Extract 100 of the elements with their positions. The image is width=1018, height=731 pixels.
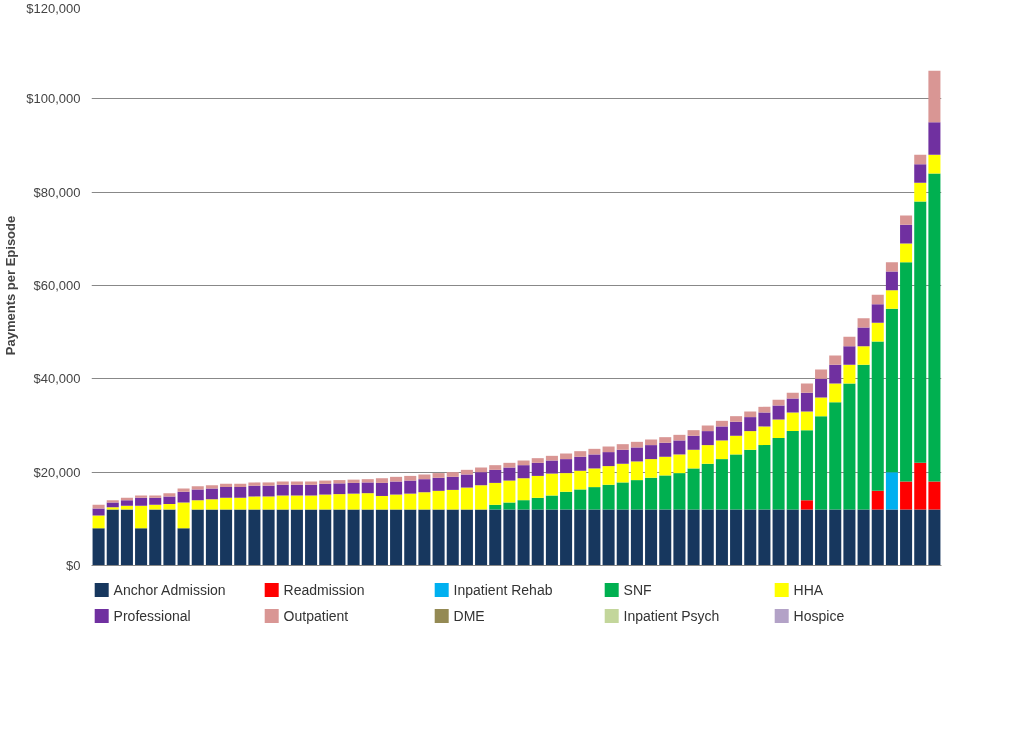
bar — [290, 481, 303, 485]
bar — [815, 509, 828, 566]
bar — [92, 508, 105, 516]
bar — [390, 476, 403, 482]
bar — [815, 416, 828, 510]
bar — [333, 483, 346, 495]
bar — [800, 509, 813, 566]
bar — [432, 490, 445, 510]
bar — [305, 509, 318, 566]
bar — [290, 509, 303, 566]
bar — [418, 492, 431, 510]
y-tick-label: $80,000 — [33, 184, 81, 200]
bar — [106, 507, 119, 510]
bar — [120, 505, 133, 510]
bar — [177, 488, 190, 492]
bar — [163, 509, 176, 566]
bar — [744, 411, 757, 418]
bar — [843, 346, 856, 365]
bar — [900, 509, 913, 566]
bar — [305, 495, 318, 510]
bar — [730, 421, 743, 436]
bar — [531, 475, 544, 498]
y-tick-label: $0 — [66, 558, 81, 573]
bar — [871, 304, 884, 323]
bar — [418, 479, 431, 493]
legend-label: Inpatient Psych — [623, 608, 720, 625]
bar — [843, 364, 856, 384]
bar — [871, 341, 884, 491]
bar — [404, 509, 417, 566]
bar — [772, 419, 785, 439]
bar — [290, 495, 303, 510]
legend-label: Professional — [113, 608, 191, 625]
bar — [701, 509, 714, 566]
bar — [375, 478, 388, 483]
bar — [489, 482, 502, 505]
bar — [772, 399, 785, 406]
bar — [786, 398, 799, 413]
bar — [92, 504, 105, 509]
bar — [446, 472, 459, 477]
bar — [460, 509, 473, 566]
bar — [786, 392, 799, 399]
bar — [928, 122, 941, 155]
bar — [630, 480, 643, 510]
bar — [475, 485, 488, 510]
bar — [588, 487, 601, 510]
bar — [673, 434, 686, 441]
bar — [545, 455, 558, 461]
bar — [276, 509, 289, 566]
bar — [885, 509, 898, 566]
bar — [786, 509, 799, 566]
bar — [715, 426, 728, 441]
bar — [659, 475, 672, 510]
bar — [375, 482, 388, 496]
bar — [432, 473, 445, 478]
bar — [149, 504, 162, 510]
bar — [928, 154, 941, 174]
bar — [815, 397, 828, 417]
bar — [857, 327, 870, 347]
bar — [800, 411, 813, 431]
bar — [460, 469, 473, 475]
bar — [489, 465, 502, 470]
bar — [758, 412, 771, 427]
bar — [758, 426, 771, 446]
bar — [914, 154, 927, 165]
bar — [262, 509, 275, 566]
bar — [220, 483, 233, 488]
bar — [885, 262, 898, 272]
bar — [531, 509, 544, 566]
bar — [262, 496, 275, 510]
bar — [659, 437, 672, 443]
bar — [588, 448, 601, 455]
bar — [815, 369, 828, 379]
bar — [503, 462, 516, 468]
bar — [262, 485, 275, 497]
bar — [205, 485, 218, 489]
bar — [276, 481, 289, 485]
bar — [205, 488, 218, 500]
bar — [744, 509, 757, 566]
bar — [276, 495, 289, 510]
legend-label: Inpatient Rehab — [453, 582, 553, 599]
legend-label: Anchor Admission — [113, 582, 226, 599]
bar — [871, 294, 884, 305]
bar — [857, 346, 870, 365]
bar — [772, 509, 785, 566]
bar — [517, 500, 530, 510]
bar — [361, 479, 374, 483]
bar — [361, 509, 374, 566]
bar — [517, 465, 530, 479]
bar — [517, 478, 530, 501]
bar — [390, 509, 403, 566]
bar — [375, 495, 388, 510]
legend-label: HHA — [793, 582, 824, 599]
bar — [715, 459, 728, 510]
legend-label: Outpatient — [283, 608, 349, 625]
bar — [149, 497, 162, 505]
bar — [744, 449, 757, 510]
bar — [545, 495, 558, 510]
bar — [135, 497, 148, 506]
bar — [857, 364, 870, 510]
bar — [234, 483, 247, 488]
